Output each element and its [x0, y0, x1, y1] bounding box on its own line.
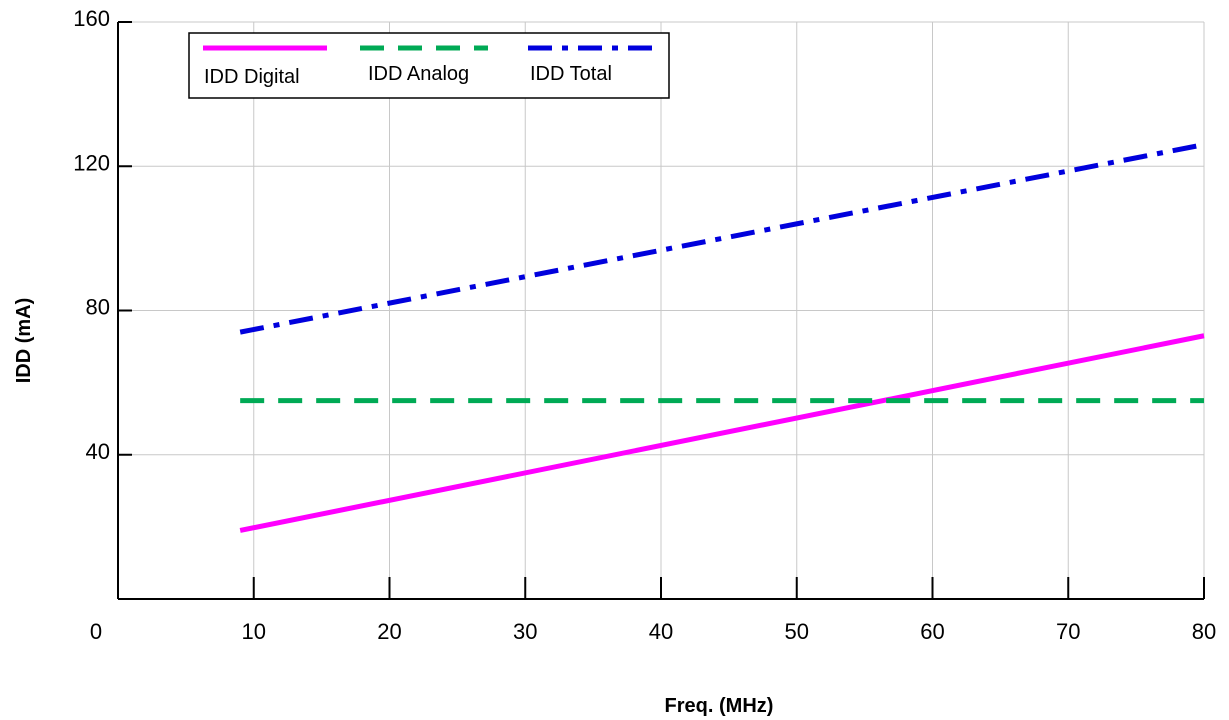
x-tick-label: 70: [1056, 619, 1080, 644]
legend: IDD Digital IDD Analog IDD Total: [188, 32, 670, 99]
x-tick-label: 10: [242, 619, 266, 644]
legend-items: IDD Digital IDD Analog IDD Total: [203, 45, 655, 88]
x-axis-ticks: 10 20 30 40 50 60 70 80: [242, 577, 1216, 644]
series-line-3: [239, 142, 1205, 335]
legend-label-3: IDD Total: [530, 63, 612, 85]
y-tick-label: 80: [86, 295, 110, 320]
x-axis-title: Freq. (MHz): [665, 695, 774, 717]
x-tick-label: 60: [920, 619, 944, 644]
x-tick-label: 50: [785, 619, 809, 644]
legend-box: [188, 32, 670, 99]
origin-tick-label: 0: [90, 619, 102, 644]
legend-label-1: IDD Digital: [204, 66, 300, 88]
series-lines: [239, 142, 1205, 533]
y-axis-ticks: 40 80 120 160: [73, 6, 132, 464]
grid: [118, 21, 1205, 599]
x-tick-label: 20: [377, 619, 401, 644]
x-tick-label: 80: [1192, 619, 1216, 644]
x-tick-label: 30: [513, 619, 537, 644]
y-tick-label: 40: [86, 439, 110, 464]
y-axis-title: IDD (mA): [13, 298, 35, 384]
y-tick-label: 120: [73, 150, 110, 175]
legend-label-2: IDD Analog: [368, 63, 469, 85]
series-line-1: [239, 333, 1205, 533]
y-tick-label: 160: [73, 6, 110, 31]
x-tick-label: 40: [649, 619, 673, 644]
